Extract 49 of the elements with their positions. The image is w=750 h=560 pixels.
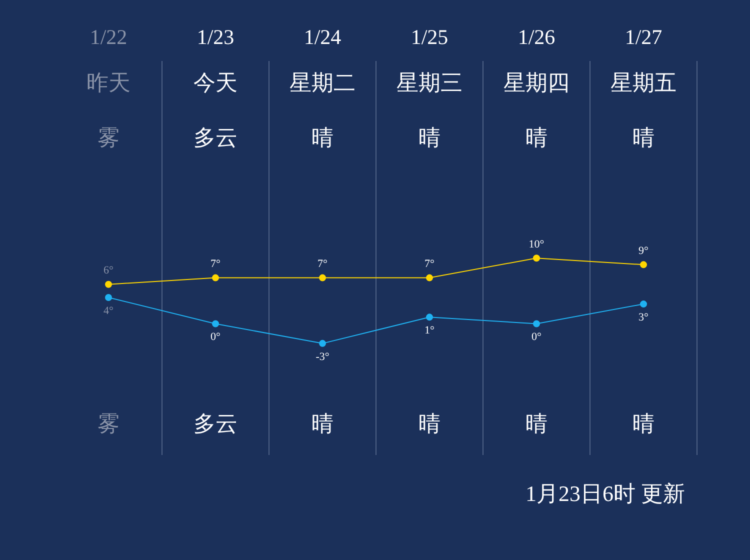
point: [640, 300, 647, 308]
point: [319, 274, 326, 282]
data-label: 3°: [638, 311, 648, 324]
data-label: 7°: [318, 258, 328, 270]
text: 晴: [632, 410, 654, 436]
text: 晴: [312, 124, 334, 150]
x-tick-label: 1/24: [304, 25, 342, 50]
x-tick-label: 1/23: [196, 25, 234, 50]
point: [533, 254, 540, 262]
data-label: 9°: [638, 245, 648, 258]
point: [533, 320, 540, 328]
x-tick-label: 1/27: [624, 25, 662, 50]
data-label: -3°: [316, 350, 330, 363]
point: [319, 340, 326, 347]
text: 晴: [526, 124, 548, 150]
data-label: 7°: [424, 258, 434, 270]
text: 晴: [312, 410, 334, 436]
data-label: 6°: [104, 264, 114, 277]
data-label: 4°: [104, 304, 114, 317]
point: [105, 280, 112, 288]
text: 1月23日6时 更新: [526, 480, 685, 506]
text: 晴: [526, 410, 548, 436]
point: [105, 294, 112, 301]
x-tick-label: 1/22: [90, 25, 128, 50]
text: 星期四: [504, 70, 570, 95]
data-label: 0°: [532, 331, 542, 344]
point: [212, 320, 219, 328]
text: 晴: [418, 124, 440, 150]
text: 晴: [632, 124, 654, 150]
data-label: 7°: [210, 258, 220, 270]
text: 多云: [194, 124, 238, 150]
text: 雾: [98, 410, 120, 436]
text: 星期五: [610, 70, 676, 95]
text: 晴: [418, 410, 440, 436]
point: [640, 261, 647, 268]
text: 今天: [194, 70, 238, 95]
x-tick-label: 1/25: [410, 25, 448, 50]
point: [426, 314, 433, 321]
text: 雾: [98, 124, 120, 150]
text: 多云: [194, 410, 238, 436]
data-label: 10°: [528, 238, 544, 250]
data-label: 1°: [424, 324, 434, 337]
point: [426, 274, 433, 282]
text: 昨天: [86, 70, 130, 95]
point: [212, 274, 219, 282]
x-tick-label: 1/26: [518, 25, 556, 50]
text: 星期三: [396, 70, 462, 95]
text: 星期二: [290, 70, 356, 95]
data-label: 0°: [210, 331, 220, 344]
